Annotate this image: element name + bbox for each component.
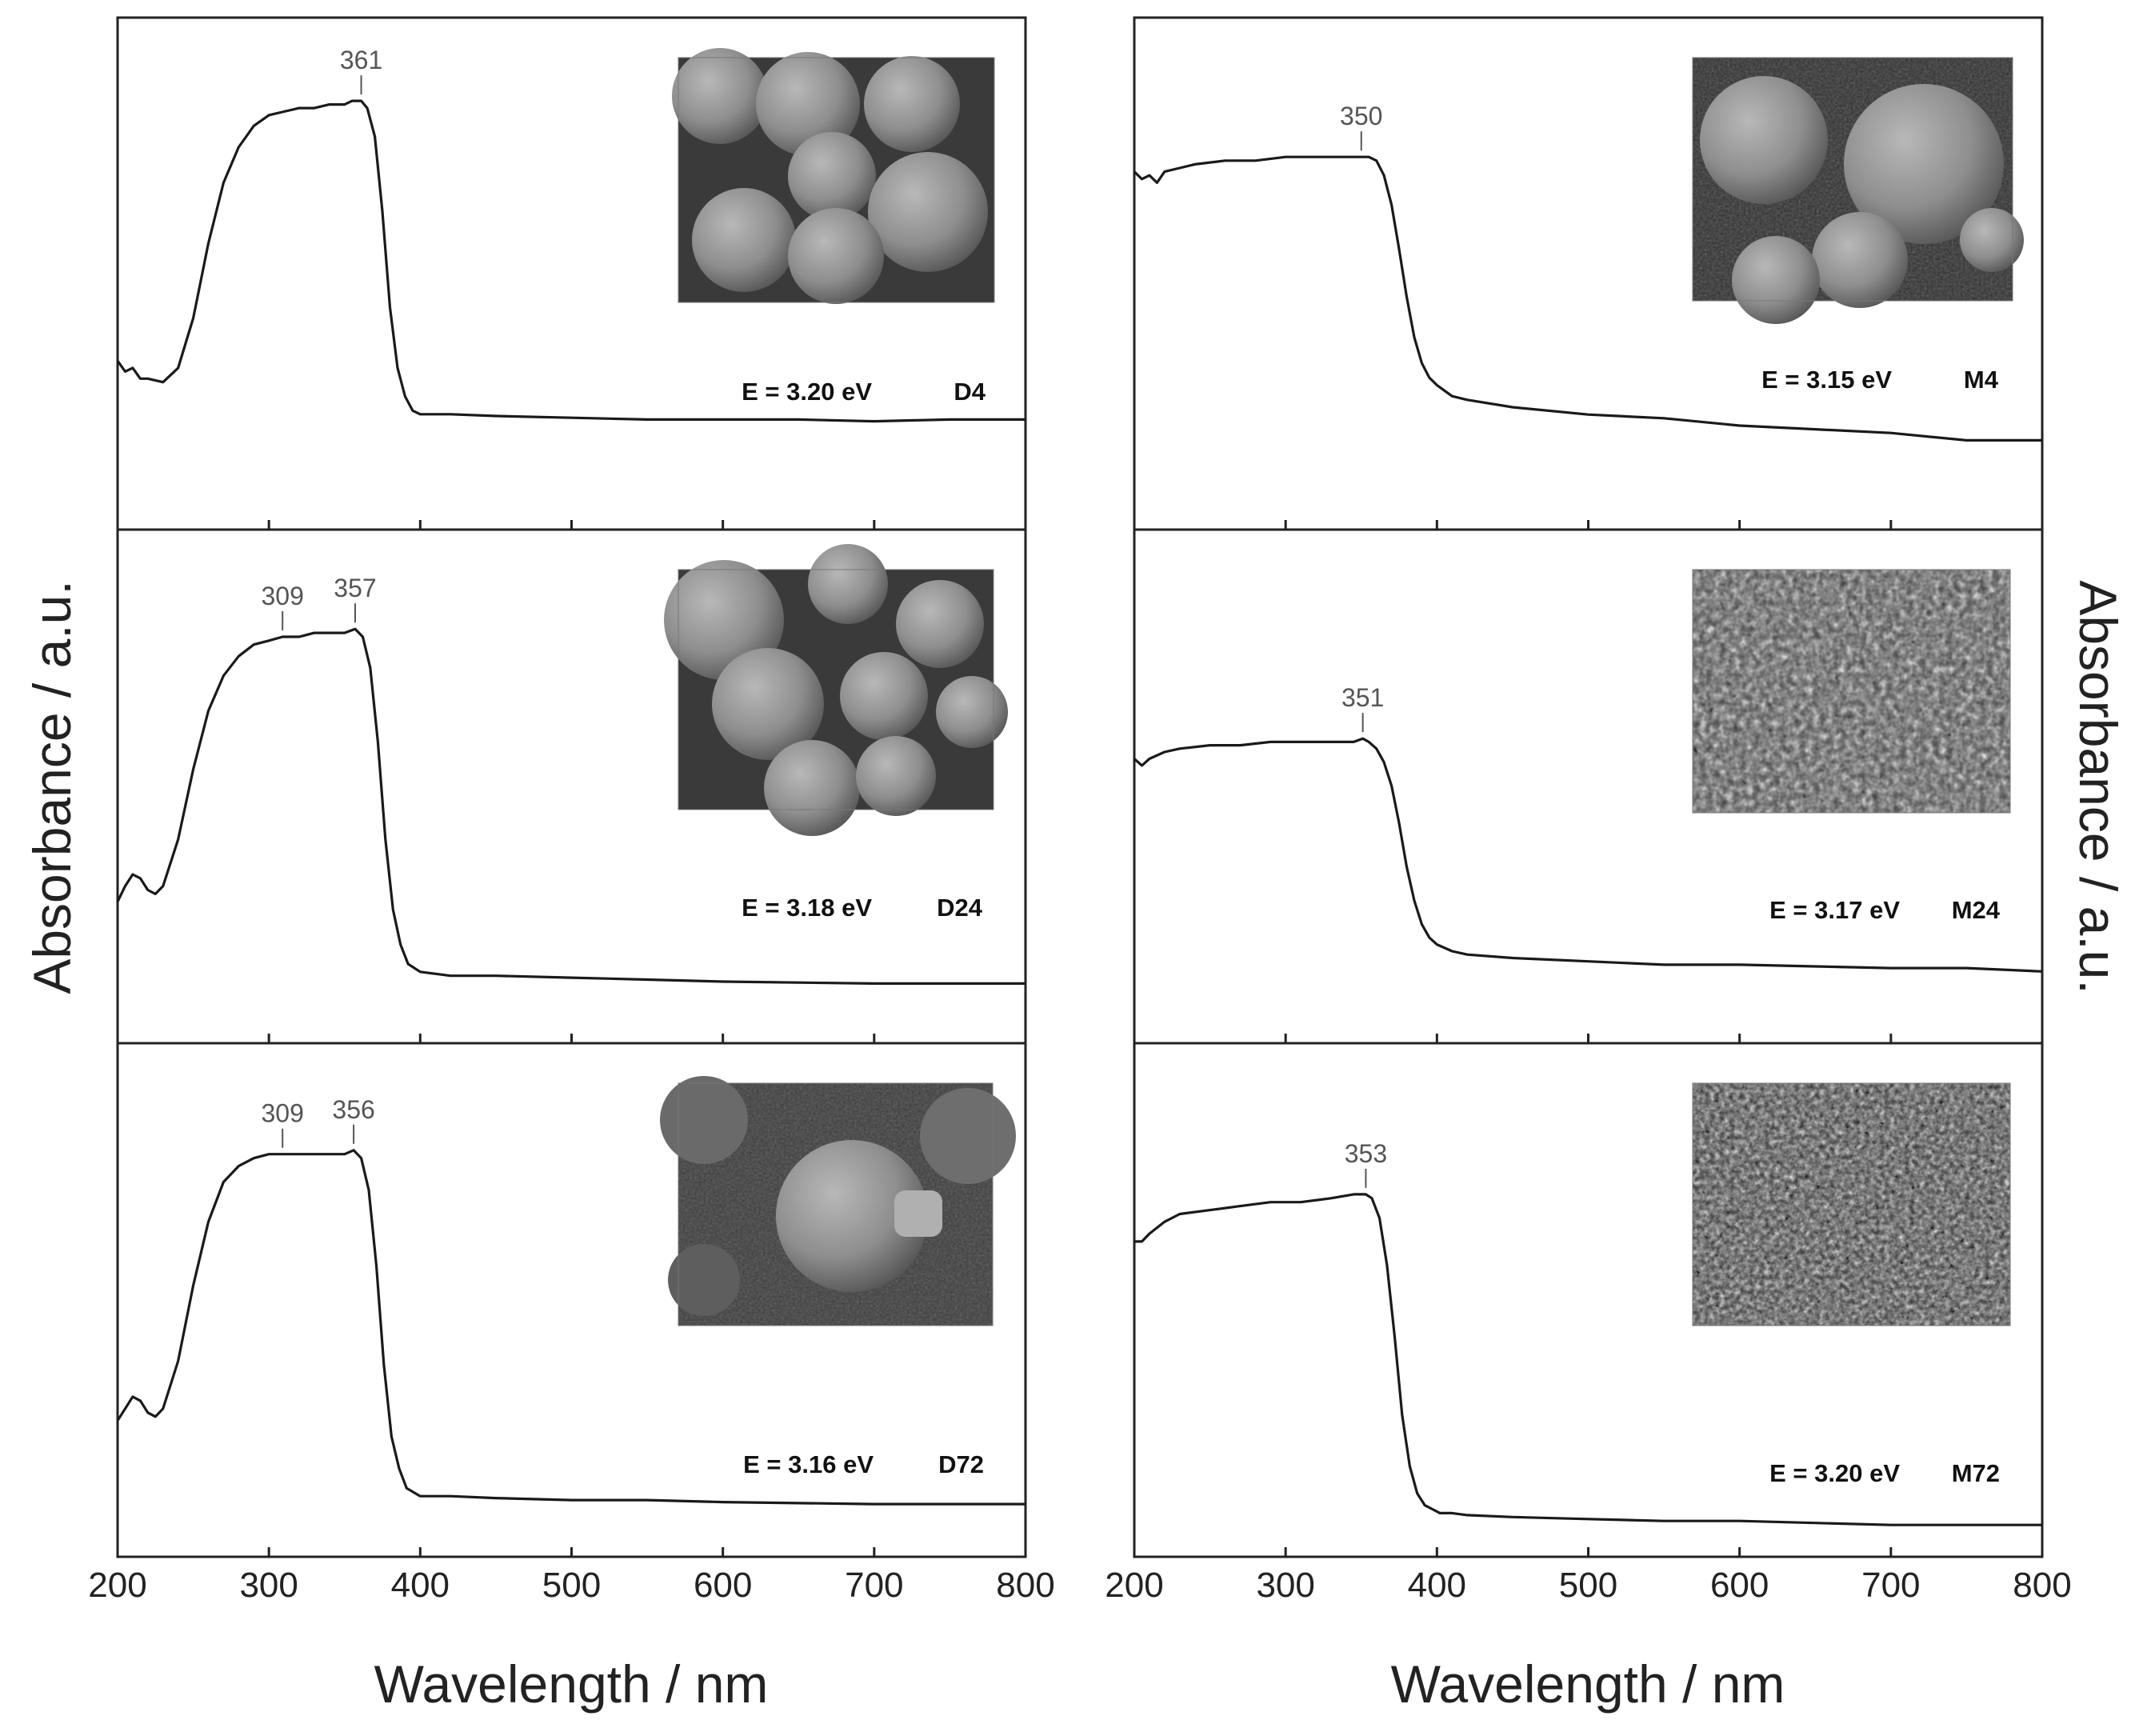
x-tick-label-d72-800: 800	[996, 1566, 1054, 1605]
sem-insets	[660, 48, 2024, 1326]
peak-label-d4-361: 361	[340, 46, 382, 74]
sem-inset-m72	[1692, 1082, 2011, 1326]
energy-label-d24: E = 3.18 eV	[742, 894, 872, 922]
energy-label-m4: E = 3.15 eV	[1761, 366, 1892, 394]
x-tick-label-m72-200: 200	[1105, 1566, 1163, 1605]
peak-label-d24-357: 357	[334, 574, 376, 602]
sem-inset-d24	[664, 544, 1008, 836]
peak-label-m24-351: 351	[1341, 683, 1384, 712]
sample-label-m72: M72	[1952, 1459, 2000, 1487]
chart-m24: 351 E = 3.17 eV M24	[1133, 683, 2044, 1043]
x-tick-label-d72-300: 300	[239, 1566, 298, 1605]
sample-label-d4: D4	[954, 378, 986, 406]
peak-label-m4-350: 350	[1340, 102, 1382, 130]
x-tick-label-m72-300: 300	[1256, 1566, 1314, 1605]
chart-d24: 309 357 E = 3.18 eV D24	[116, 574, 1027, 1043]
x-tick-label-m72-400: 400	[1408, 1566, 1466, 1605]
spectrum-line-d4	[116, 99, 1026, 423]
energy-label-m72: E = 3.20 eV	[1769, 1459, 1900, 1487]
sem-inset-d4	[672, 48, 995, 304]
peak-label-d24-309: 309	[261, 582, 303, 610]
sem-inset-m4	[1692, 57, 2024, 324]
chart-d72: 309 356 E = 3.16 eV D72 200 300 400 500 600 700 80…	[88, 1095, 1054, 1605]
sample-label-d72: D72	[938, 1450, 984, 1478]
x-tick-label-d72-700: 700	[845, 1566, 903, 1605]
x-tick-label-d72-200: 200	[88, 1566, 146, 1605]
peak-label-m72-353: 353	[1345, 1139, 1387, 1168]
sem-inset-m24	[1692, 569, 2011, 814]
sem-inset-d72	[660, 1076, 1016, 1326]
x-tick-label-m72-500: 500	[1559, 1566, 1617, 1605]
peak-label-d72-356: 356	[332, 1095, 374, 1124]
chart-d4: 361 E = 3.20 eV D4	[116, 46, 1027, 530]
chart-m72: 353 E = 3.20 eV M72 200 300 400 500 600 700 800	[1105, 1139, 2071, 1605]
y-axis-label-left: Absorbance / a.u.	[22, 580, 82, 994]
chart-m4: 350 E = 3.15 eV M4	[1133, 102, 2044, 530]
x-tick-label-d72-500: 500	[542, 1566, 601, 1605]
x-tick-label-m72-800: 800	[2013, 1566, 2071, 1605]
x-axis-label-left: Wavelength / nm	[374, 1654, 769, 1714]
plot-layer: 361 E = 3.20 eV D4 350 E = 3.15 eV M4 309 357 E …	[88, 46, 2071, 1605]
peak-label-d72-309: 309	[261, 1099, 303, 1128]
sample-label-m24: M24	[1952, 896, 2001, 924]
spectrum-line-m72	[1134, 1193, 2042, 1526]
spectrum-line-d24	[116, 627, 1026, 985]
x-tick-label-m72-700: 700	[1861, 1566, 1920, 1605]
sample-label-d24: D24	[937, 894, 983, 922]
x-tick-label-d72-600: 600	[694, 1566, 752, 1605]
y-axis-label-right: Absorbance / a.u.	[2069, 580, 2128, 994]
x-tick-label-m72-600: 600	[1710, 1566, 1769, 1605]
energy-label-m24: E = 3.17 eV	[1769, 896, 1900, 924]
x-axis-label-right: Wavelength / nm	[1391, 1654, 1785, 1714]
spectrum-line-m4	[1133, 155, 2042, 442]
sample-label-m4: M4	[1964, 366, 1999, 394]
spectrum-line-d72	[116, 1149, 1026, 1506]
spectrum-line-m24	[1133, 737, 2043, 973]
energy-label-d4: E = 3.20 eV	[742, 378, 872, 406]
x-tick-label-d72-400: 400	[391, 1566, 450, 1605]
energy-label-d72: E = 3.16 eV	[743, 1450, 874, 1478]
